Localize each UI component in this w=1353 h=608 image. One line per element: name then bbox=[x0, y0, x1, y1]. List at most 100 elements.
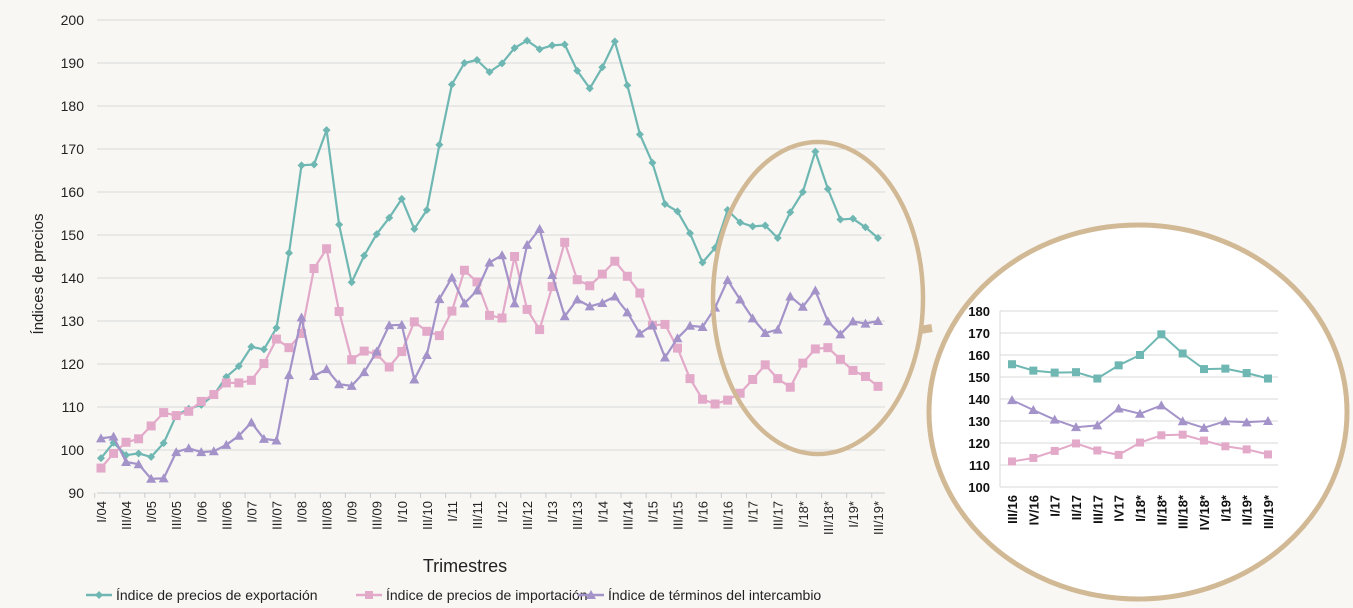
data-point bbox=[309, 264, 319, 274]
inset-y-tick-label: 180 bbox=[968, 304, 990, 319]
inset-x-tick-label: III/17 bbox=[1090, 495, 1105, 524]
data-point bbox=[359, 346, 369, 356]
data-point bbox=[471, 285, 482, 295]
data-point bbox=[346, 380, 357, 390]
data-point bbox=[685, 320, 696, 330]
data-point bbox=[134, 434, 144, 444]
data-point bbox=[835, 354, 845, 364]
inset-y-tick-label: 100 bbox=[968, 480, 990, 495]
data-point bbox=[610, 256, 620, 266]
data-point bbox=[296, 312, 307, 322]
y-tick-label: 100 bbox=[61, 442, 85, 458]
data-point bbox=[811, 147, 820, 156]
data-point bbox=[359, 367, 370, 377]
data-point bbox=[873, 381, 883, 391]
data-point bbox=[184, 406, 194, 416]
data-point bbox=[584, 301, 595, 311]
data-point bbox=[722, 275, 733, 285]
data-point bbox=[422, 206, 431, 215]
data-point bbox=[873, 316, 883, 325]
data-point bbox=[773, 374, 783, 384]
x-tick-label: I/12 bbox=[495, 501, 510, 523]
y-tick-label: 190 bbox=[61, 55, 85, 71]
data-point bbox=[258, 433, 269, 443]
data-point bbox=[459, 298, 470, 308]
data-point bbox=[823, 343, 833, 353]
data-point bbox=[672, 333, 683, 343]
y-tick-label: 140 bbox=[61, 270, 85, 286]
data-point bbox=[347, 355, 357, 365]
data-point bbox=[134, 449, 143, 458]
x-tick-label: III/19* bbox=[871, 501, 886, 535]
main-y-tick-labels: 90 100 110 120 130 140 150 160 170 180 190 200 bbox=[61, 12, 85, 501]
data-point bbox=[848, 214, 857, 223]
data-point bbox=[146, 473, 157, 483]
x-tick-label: I/15 bbox=[645, 501, 660, 523]
y-tick-label: 110 bbox=[62, 399, 85, 415]
x-tick-label: I/06 bbox=[194, 501, 209, 523]
data-point bbox=[422, 326, 432, 336]
data-point bbox=[635, 130, 644, 139]
data-point bbox=[785, 291, 796, 301]
inset-data-point bbox=[1050, 368, 1059, 377]
inset-series-square bbox=[1008, 430, 1272, 466]
inset-y-tick-label: 110 bbox=[969, 458, 990, 473]
data-point bbox=[534, 223, 545, 233]
x-tick-label: III/18* bbox=[821, 501, 836, 535]
inset-data-point bbox=[1177, 416, 1188, 426]
data-point bbox=[822, 316, 833, 326]
inset-data-point bbox=[1050, 446, 1059, 455]
data-point bbox=[147, 452, 156, 461]
inset-data-point bbox=[1264, 374, 1272, 383]
x-tick-label: I/04 bbox=[94, 501, 109, 523]
data-point bbox=[247, 342, 256, 351]
inset-data-point bbox=[1092, 420, 1103, 430]
inset-y-tick-label: 120 bbox=[968, 436, 990, 451]
inset-data-point bbox=[1008, 457, 1016, 466]
data-point bbox=[786, 208, 795, 217]
data-point bbox=[297, 328, 307, 338]
data-point bbox=[485, 68, 494, 77]
series-triangle bbox=[96, 223, 883, 483]
data-point bbox=[660, 319, 670, 329]
data-point bbox=[434, 331, 444, 341]
data-point bbox=[384, 362, 394, 372]
data-point bbox=[710, 399, 720, 409]
inset-y-tick-labels: 100 110 120 130 140 150 160 170 180 bbox=[968, 304, 990, 495]
data-point bbox=[560, 237, 570, 247]
data-point bbox=[246, 417, 257, 427]
data-point bbox=[560, 40, 569, 49]
data-point bbox=[159, 439, 168, 448]
data-point bbox=[484, 257, 495, 267]
data-point bbox=[409, 317, 419, 327]
data-point bbox=[146, 421, 156, 431]
data-point bbox=[221, 439, 232, 449]
inset-x-tick-label: IV17 bbox=[1112, 495, 1127, 522]
data-point bbox=[548, 41, 557, 50]
inset-data-point bbox=[1136, 438, 1144, 447]
data-point bbox=[196, 447, 207, 457]
data-point bbox=[622, 271, 632, 281]
data-point bbox=[634, 328, 645, 338]
data-point bbox=[798, 188, 807, 196]
ring-connector bbox=[919, 324, 933, 334]
data-point bbox=[233, 430, 244, 440]
data-point bbox=[874, 234, 882, 243]
series-line bbox=[100, 241, 879, 469]
data-point bbox=[283, 370, 294, 380]
data-point bbox=[284, 343, 294, 353]
data-point bbox=[434, 294, 445, 304]
data-point bbox=[572, 294, 583, 304]
inset-y-tick-label: 130 bbox=[968, 414, 990, 429]
data-point bbox=[485, 310, 494, 320]
data-point bbox=[609, 291, 620, 301]
main-x-axis: I/04 III/04 I/05 III/05 I/06 III/06 I/07 III/07… bbox=[94, 493, 886, 535]
inset-y-tick-label: 160 bbox=[968, 348, 990, 363]
x-tick-label: III/10 bbox=[420, 501, 435, 530]
data-point bbox=[97, 454, 105, 463]
data-point bbox=[585, 84, 594, 93]
x-tick-label: III/12 bbox=[520, 501, 535, 530]
data-point bbox=[460, 59, 469, 67]
data-point bbox=[785, 382, 795, 392]
inset-data-point bbox=[1220, 416, 1231, 426]
